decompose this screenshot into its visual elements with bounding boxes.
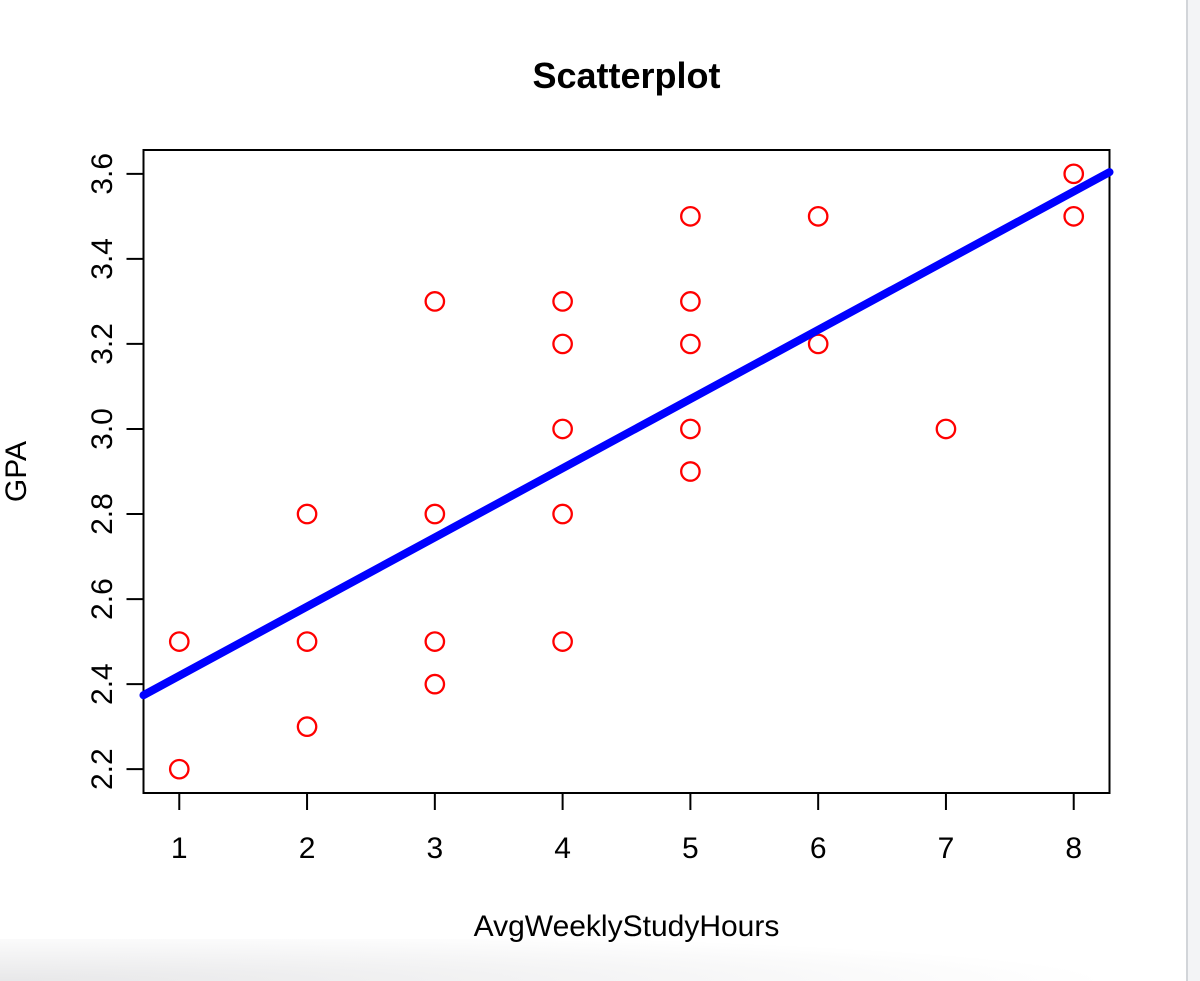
y-axis-tick-label: 3.0 xyxy=(86,408,119,450)
data-point xyxy=(552,333,573,355)
data-point xyxy=(296,503,318,525)
data-point xyxy=(807,205,829,227)
data-point xyxy=(424,673,446,695)
x-axis-label: AvgWeeklyStudyHours xyxy=(474,910,780,943)
y-axis-tick-label: 2.2 xyxy=(86,748,119,790)
data-point xyxy=(680,205,701,227)
data-point xyxy=(680,461,701,482)
y-axis-tick-label: 3.4 xyxy=(86,238,119,280)
data-point xyxy=(424,631,446,652)
data-point xyxy=(1063,163,1085,185)
y-axis-tick-label: 2.8 xyxy=(86,493,119,535)
data-point xyxy=(552,291,573,312)
data-point xyxy=(680,291,701,312)
x-axis-tick-label: 6 xyxy=(810,832,827,865)
page-edge-strip xyxy=(1188,0,1200,981)
x-axis-tick-label: 2 xyxy=(299,832,316,865)
y-axis-label: GPA xyxy=(0,441,33,502)
data-point xyxy=(552,631,573,652)
trend-line xyxy=(139,168,1114,700)
page-edge-divider xyxy=(1186,0,1188,981)
plot-frame xyxy=(142,149,1111,794)
y-axis-tick-label: 3.6 xyxy=(86,153,119,195)
x-axis-tick-label: 4 xyxy=(554,832,571,865)
chart-title: Scatterplot xyxy=(532,55,720,96)
y-axis-tick-label: 2.4 xyxy=(86,663,119,705)
x-axis-tick-label: 1 xyxy=(171,832,188,865)
data-point xyxy=(296,716,318,738)
data-point xyxy=(807,333,829,355)
data-point xyxy=(424,503,446,525)
x-axis-tick-label: 5 xyxy=(682,832,699,865)
x-axis-tick-label: 7 xyxy=(938,832,955,865)
data-point xyxy=(552,503,573,525)
data-point xyxy=(168,631,190,652)
data-point xyxy=(168,758,190,780)
y-axis-tick-label: 2.6 xyxy=(86,578,119,620)
data-point xyxy=(552,418,573,440)
y-axis-tick-label: 3.2 xyxy=(86,323,119,365)
x-axis-tick-label: 3 xyxy=(426,832,443,865)
data-point xyxy=(424,291,446,312)
data-point xyxy=(296,631,318,652)
x-axis-tick-label: 8 xyxy=(1065,832,1082,865)
data-point xyxy=(1063,205,1085,227)
data-point xyxy=(935,418,957,440)
data-point xyxy=(680,418,701,440)
data-point xyxy=(680,333,701,355)
